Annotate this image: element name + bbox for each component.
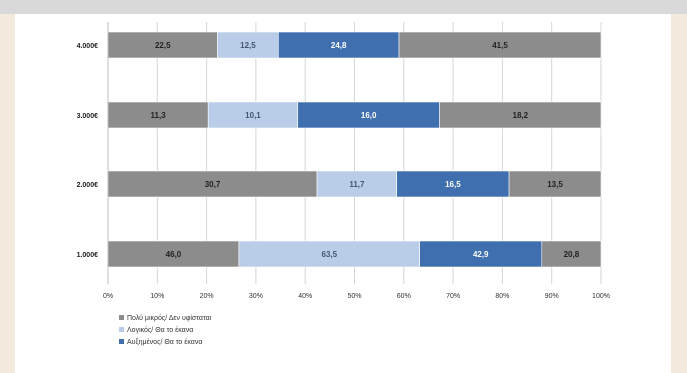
- data-label: 42,9: [473, 250, 489, 259]
- bar-segment: [107, 170, 318, 198]
- axes: 0% 10% 20% 30% 40% 50% 60% 70% 80% 90% 100% 1.000€ 2…: [77, 22, 610, 300]
- stacked-bar-chart: 46,0 63,5 42,9 20,8 30,7 11,7 16,5 13,5 11,3 10,1…: [77, 22, 610, 346]
- data-label: 16,0: [361, 111, 377, 120]
- data-label: 16,5: [445, 180, 461, 189]
- data-label: 11,7: [349, 180, 365, 189]
- x-tick-label: 80%: [495, 293, 509, 300]
- x-tick-label: 60%: [397, 293, 411, 300]
- legend-label: Λογικός/ Θα το έκανα: [127, 326, 193, 334]
- data-label: 12,5: [240, 41, 256, 50]
- bar-segment: [508, 170, 602, 198]
- category-label: 4.000€: [77, 43, 99, 50]
- legend-swatch: [119, 339, 124, 344]
- x-tick-label: 40%: [298, 293, 312, 300]
- legend-swatch: [119, 327, 124, 332]
- legend-label: Πολύ μικρός/ Δεν υφίσταται: [127, 314, 212, 322]
- legend-swatch: [119, 315, 124, 320]
- x-tick-label: 10%: [150, 293, 164, 300]
- data-label: 10,1: [245, 111, 261, 120]
- x-tick-label: 90%: [545, 293, 559, 300]
- data-label: 30,7: [205, 180, 221, 189]
- bar-segment: [107, 31, 218, 59]
- bar-segment: [238, 240, 420, 268]
- category-label: 3.000€: [77, 113, 99, 120]
- data-label: 18,2: [513, 111, 529, 120]
- legend: Πολύ μικρός/ Δεν υφίσταται Λογικός/ Θα το…: [119, 314, 212, 346]
- data-label: 11,3: [151, 111, 167, 120]
- x-tick-label: 0%: [103, 293, 113, 300]
- data-label: 20,8: [564, 250, 580, 259]
- x-tick-label: 30%: [249, 293, 263, 300]
- data-label: 63,5: [322, 250, 338, 259]
- data-label: 22,5: [155, 41, 171, 50]
- x-tick-label: 50%: [347, 293, 361, 300]
- bar-segment: [217, 31, 279, 59]
- bars: [107, 31, 602, 268]
- x-tick-label: 20%: [200, 293, 214, 300]
- data-label: 41,5: [492, 41, 508, 50]
- data-label: 13,5: [547, 180, 563, 189]
- bar-segment: [439, 101, 602, 129]
- x-tick-label: 70%: [446, 293, 460, 300]
- top-strip: [0, 0, 687, 14]
- data-labels: 46,0 63,5 42,9 20,8 30,7 11,7 16,5 13,5 11,3 10,1…: [151, 41, 580, 259]
- category-label: 2.000€: [77, 182, 99, 189]
- bar-segment: [398, 31, 602, 59]
- bar-segment: [107, 101, 209, 129]
- chart-panel: 46,0 63,5 42,9 20,8 30,7 11,7 16,5 13,5 11,3 10,1…: [15, 14, 671, 373]
- bar-segment: [316, 170, 398, 198]
- data-label: 46,0: [166, 250, 182, 259]
- gridlines: [107, 22, 602, 284]
- category-label: 1.000€: [77, 252, 99, 259]
- legend-label: Αυξημένος/ Θα το έκανα: [127, 338, 202, 346]
- data-label: 24,8: [331, 41, 347, 50]
- x-tick-label: 100%: [592, 293, 610, 300]
- bar-segment: [541, 240, 602, 268]
- bar-segment: [107, 240, 240, 268]
- bar-segment: [207, 101, 299, 129]
- bar-segment: [396, 170, 510, 198]
- bar-segment: [278, 31, 400, 59]
- bar-segment: [297, 101, 440, 129]
